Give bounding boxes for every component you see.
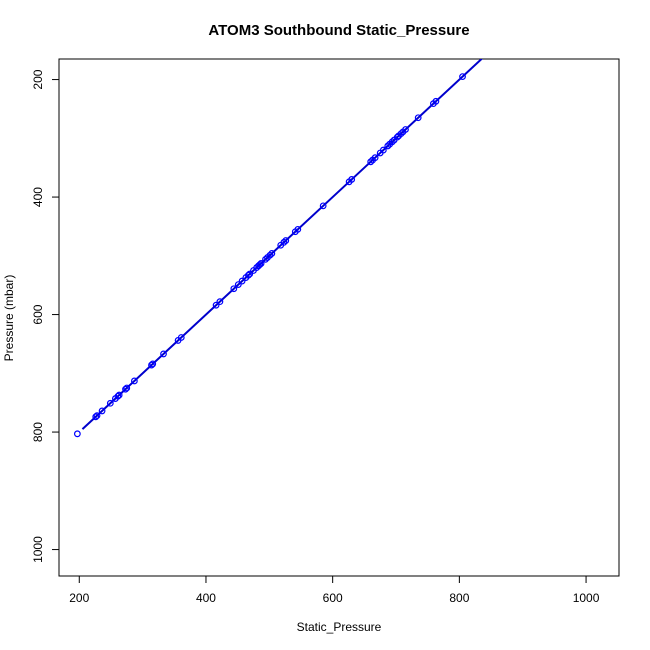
data-point: [123, 384, 131, 392]
data-point: [256, 261, 264, 269]
data-point: [238, 277, 246, 285]
data-point: [367, 158, 375, 166]
data-point: [115, 391, 123, 399]
y-tick-label: 400: [31, 187, 45, 207]
data-point: [149, 360, 157, 368]
data-point: [98, 407, 106, 415]
y-tick-label: 1000: [31, 536, 45, 563]
data-point: [348, 176, 356, 183]
data-point: [122, 385, 129, 393]
data-point: [245, 271, 252, 279]
data-point: [92, 413, 100, 421]
x-tick-label: 800: [449, 591, 469, 605]
data-point: [114, 392, 122, 400]
x-axis: 200 400 600 800 1000: [69, 575, 600, 605]
data-point: [212, 301, 220, 309]
data-point: [216, 298, 224, 306]
data-point: [160, 350, 167, 358]
data-point: [402, 126, 409, 133]
data-point: [262, 255, 269, 263]
data-point: [246, 270, 254, 278]
data-point: [459, 73, 466, 81]
x-tick-label: 1000: [573, 591, 600, 605]
chart-title: ATOM3 Southbound Static_Pressure: [208, 22, 469, 39]
data-point: [414, 114, 422, 122]
data-point: [432, 97, 440, 105]
x-tick-label: 400: [196, 591, 216, 605]
y-tick-label: 800: [31, 422, 45, 442]
data-point: [388, 138, 396, 146]
data-point: [230, 285, 238, 293]
data-point: [371, 154, 379, 162]
data-point: [93, 412, 101, 420]
data-point: [397, 130, 405, 138]
x-tick-label: 600: [323, 591, 343, 605]
data-point: [282, 237, 290, 244]
data-point: [234, 281, 242, 289]
y-tick-label: 600: [31, 304, 45, 324]
data-point: [393, 133, 401, 141]
data-point: [384, 142, 392, 150]
data-point: [106, 399, 114, 407]
data-point: [73, 430, 81, 438]
data-point: [177, 334, 185, 341]
x-axis-label: Static_Pressure: [297, 620, 382, 634]
data-point: [266, 251, 274, 259]
data-point: [319, 202, 327, 210]
data-point: [257, 260, 265, 267]
data-point: [130, 377, 138, 385]
data-point: [280, 238, 288, 246]
points-layer: [73, 73, 466, 438]
x-tick-label: 200: [69, 591, 89, 605]
data-point: [379, 146, 387, 154]
data-point: [294, 225, 302, 233]
data-point: [148, 361, 155, 369]
y-axis-label: Pressure (mbar): [2, 275, 16, 362]
y-tick-label: 200: [31, 69, 45, 89]
data-point: [268, 250, 276, 257]
y-axis: 200 400 600 800 1000: [31, 69, 60, 563]
